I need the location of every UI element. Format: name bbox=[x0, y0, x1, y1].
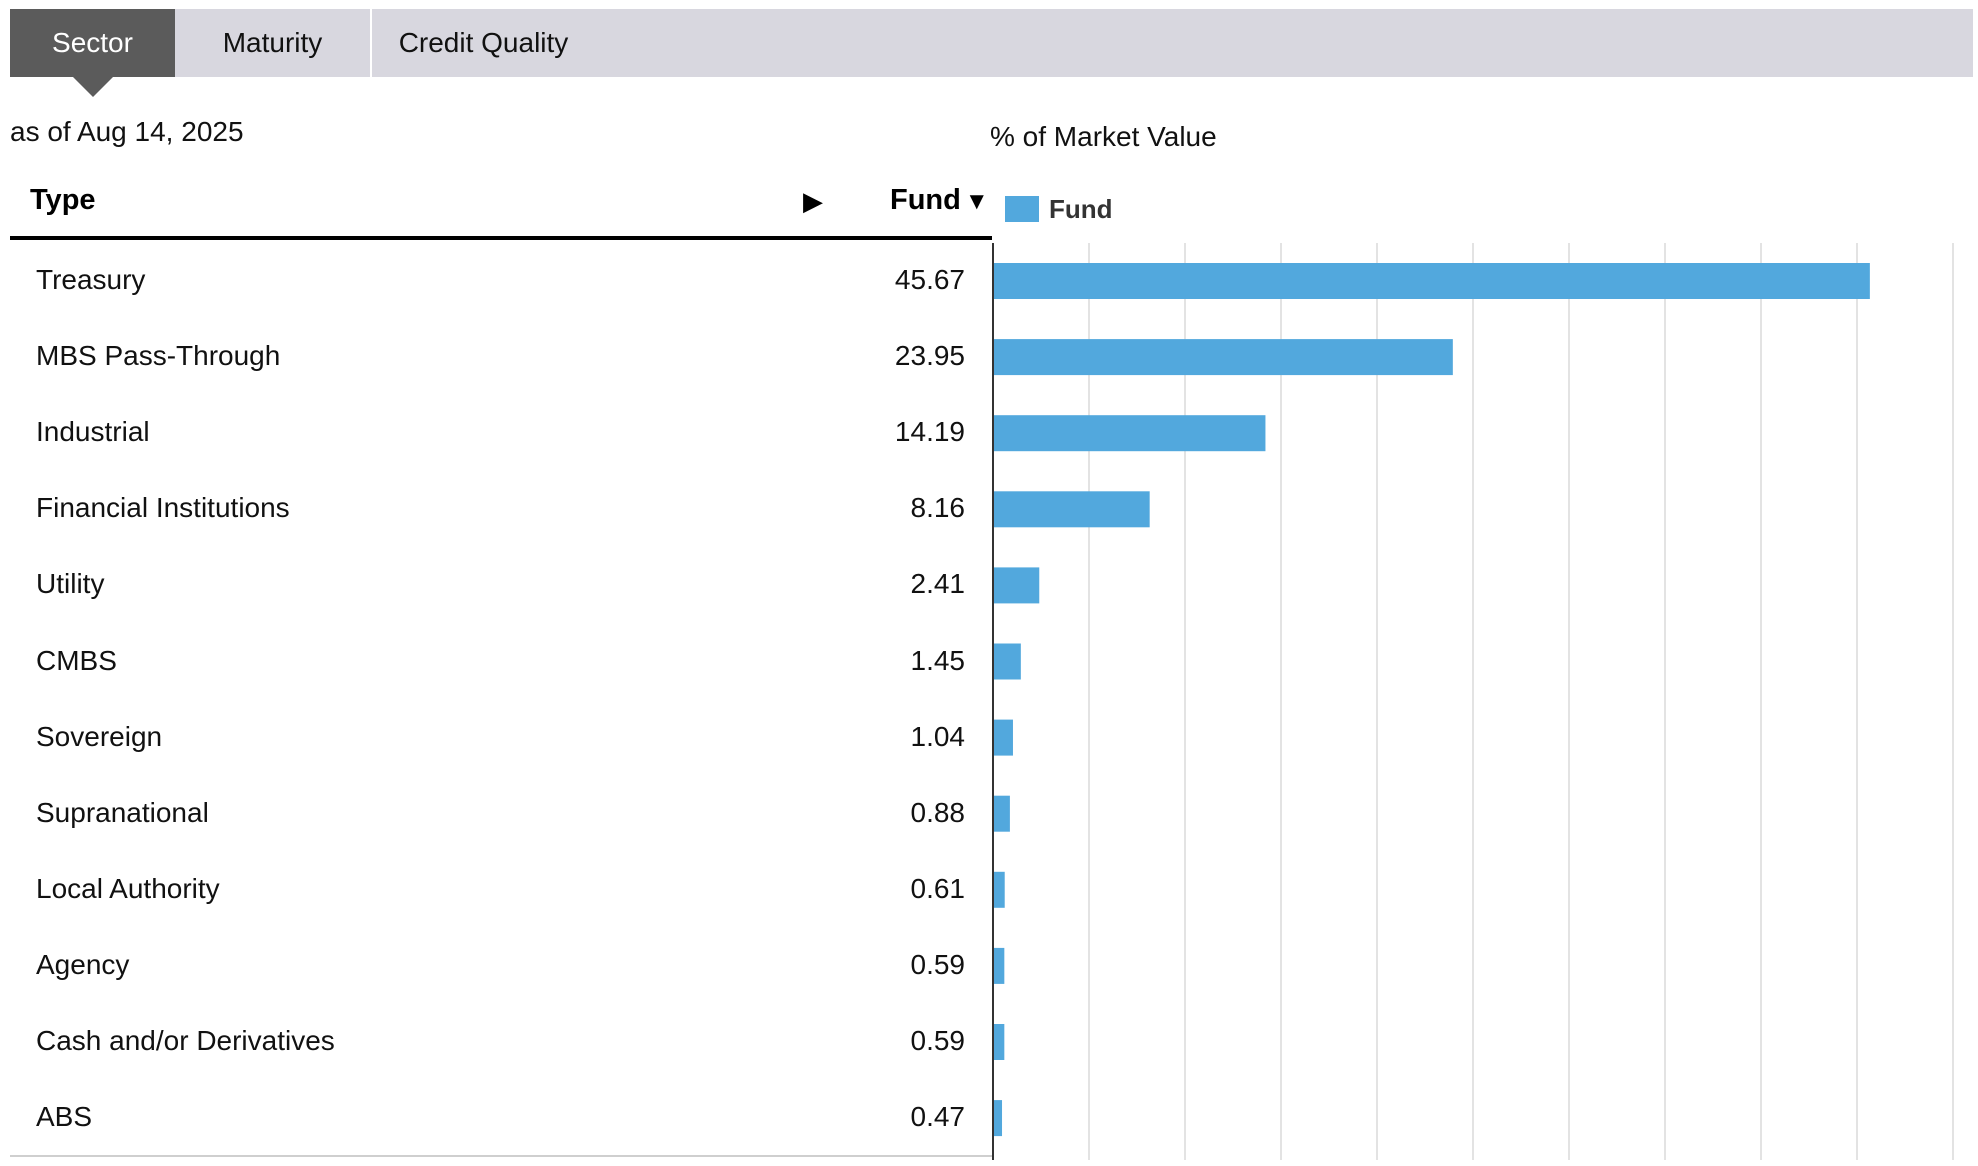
chart-title: % of Market Value bbox=[990, 121, 1217, 152]
row-type-label: CMBS bbox=[36, 644, 117, 676]
row-fund-value: 23.95 bbox=[894, 340, 965, 372]
as-of-date: as of Aug 14, 2025 bbox=[10, 116, 244, 147]
row-fund-value: 0.61 bbox=[910, 872, 966, 904]
column-header-fund[interactable]: Fund ▼ bbox=[890, 184, 989, 217]
row-fund-value: 0.88 bbox=[910, 796, 966, 828]
table-row: Agency 0.59 bbox=[10, 928, 992, 1004]
legend-swatch bbox=[1005, 196, 1039, 222]
row-type-label: Sovereign bbox=[36, 720, 163, 752]
bar-agency[interactable] bbox=[993, 947, 1005, 984]
bar-cmbs[interactable] bbox=[993, 643, 1021, 680]
table-row: ABS 0.47 bbox=[10, 1080, 992, 1156]
row-type-label: Agency bbox=[36, 948, 130, 980]
table-row: Treasury 45.67 bbox=[10, 243, 992, 319]
row-type-label: MBS Pass-Through bbox=[36, 340, 281, 372]
bar-abs[interactable] bbox=[993, 1100, 1003, 1137]
row-fund-value: 1.45 bbox=[910, 644, 966, 676]
expand-arrow-icon[interactable]: ▶ bbox=[803, 186, 823, 216]
sort-caret-icon: ▼ bbox=[964, 188, 989, 215]
column-header-type: Type bbox=[30, 184, 96, 216]
table-row: Local Authority 0.61 bbox=[10, 852, 992, 928]
table-row: Sovereign 1.04 bbox=[10, 700, 992, 776]
row-fund-value: 0.59 bbox=[910, 1025, 966, 1056]
row-fund-value: 45.67 bbox=[894, 264, 965, 295]
row-type-label: Financial Institutions bbox=[36, 492, 290, 524]
row-type-label: Supranational bbox=[36, 796, 209, 828]
bar-treasury[interactable] bbox=[993, 263, 1870, 299]
bar-industrial[interactable] bbox=[993, 415, 1266, 452]
row-type-label: Local Authority bbox=[36, 872, 220, 904]
row-type-label: Utility bbox=[36, 568, 105, 600]
tab-maturity[interactable]: Maturity bbox=[222, 27, 323, 58]
row-type-label: ABS bbox=[36, 1101, 93, 1133]
bar-supranational[interactable] bbox=[993, 795, 1010, 832]
bar-cash-and-or-derivatives[interactable] bbox=[993, 1024, 1005, 1060]
bar-local-authority[interactable] bbox=[993, 871, 1005, 908]
row-fund-value: 8.16 bbox=[910, 492, 966, 524]
table-row: CMBS 1.45 bbox=[10, 624, 992, 700]
bar-utility[interactable] bbox=[993, 567, 1040, 604]
bar-financial-institutions[interactable] bbox=[993, 491, 1150, 528]
table-row: Utility 2.41 bbox=[10, 547, 992, 623]
row-type-label: Industrial bbox=[36, 416, 150, 448]
row-fund-value: 14.19 bbox=[894, 416, 965, 448]
tab-sector[interactable]: Sector bbox=[10, 9, 175, 77]
table-row: Financial Institutions 8.16 bbox=[10, 471, 992, 547]
row-fund-value: 1.04 bbox=[910, 720, 966, 752]
row-fund-value: 0.47 bbox=[910, 1101, 966, 1133]
tab-bar: Sector Maturity Credit Quality bbox=[10, 9, 1973, 77]
row-fund-value: 2.41 bbox=[910, 568, 966, 600]
bar-sovereign[interactable] bbox=[993, 719, 1013, 756]
table-row: Supranational 0.88 bbox=[10, 776, 992, 852]
row-type-label: Cash and/or Derivatives bbox=[36, 1025, 335, 1056]
legend-label: Fund bbox=[1049, 194, 1113, 224]
tab-credit-quality[interactable]: Credit Quality bbox=[370, 9, 595, 77]
table-row: Cash and/or Derivatives 0.59 bbox=[10, 1004, 992, 1080]
table-row: MBS Pass-Through 23.95 bbox=[10, 319, 992, 395]
table-bottom-divider bbox=[10, 1155, 992, 1157]
row-fund-value: 0.59 bbox=[910, 948, 966, 980]
column-header-fund-label: Fund bbox=[890, 184, 961, 216]
bar-mbs-pass-through[interactable] bbox=[993, 339, 1453, 376]
header-divider bbox=[10, 236, 992, 240]
table-row: Industrial 14.19 bbox=[10, 395, 992, 471]
row-type-label: Treasury bbox=[36, 264, 146, 295]
